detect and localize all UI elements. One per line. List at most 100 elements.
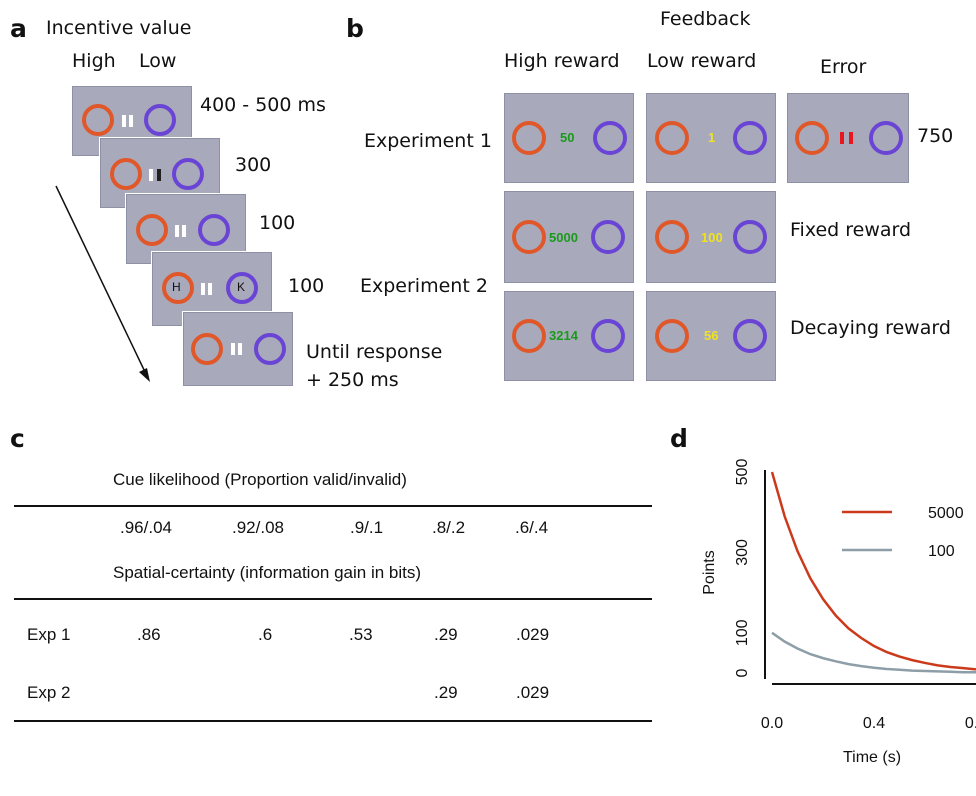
experiment-1-label: Experiment 1 (364, 130, 492, 152)
high-incentive-ring (655, 220, 689, 254)
duration-1: 400 - 500 ms (200, 94, 326, 116)
y-tick-label: 0 (734, 668, 751, 677)
col-low-label: Low (139, 50, 177, 72)
col-high-reward: High reward (504, 50, 620, 72)
table-cell: .29 (434, 683, 458, 702)
fixation-bar-left (231, 343, 235, 355)
low-incentive-ring (733, 319, 767, 353)
error-screen (787, 93, 909, 183)
duration-3: 100 (259, 212, 296, 234)
cue-value: .8/.2 (432, 518, 466, 537)
y-tick-label: 500 (734, 459, 751, 486)
x-tick-label: 0.4 (863, 715, 885, 732)
table-cell: .6 (258, 625, 273, 644)
feedback-title: Feedback (660, 8, 751, 30)
table-cell: .029 (516, 683, 550, 702)
fixation-bar-left (175, 225, 179, 237)
legend-label-5000: 5000 (928, 505, 964, 522)
low-incentive-ring (733, 121, 767, 155)
duration-4: 100 (288, 275, 325, 297)
table-cell: .29 (434, 625, 458, 644)
reward-points: 50 (560, 130, 575, 145)
decay-low-reward-screen: 56 (646, 291, 776, 381)
exp1-low-reward-screen: 1 (646, 93, 776, 183)
y-tick-label: 300 (734, 539, 751, 566)
row-label-exp2: Exp 2 (27, 683, 71, 702)
low-incentive-ring (733, 220, 767, 254)
panel-a-title: Incentive value (46, 17, 192, 39)
panel-a-label: a (10, 14, 27, 43)
x-axis-label: Time (s) (843, 749, 901, 766)
table-cell: .86 (137, 625, 161, 644)
x-tick-label: 0.0 (761, 715, 783, 732)
fixation-bar-left (149, 169, 153, 181)
key-h-label: H (172, 280, 181, 294)
cue-likelihood-header: Cue likelihood (Proportion valid/invalid… (113, 470, 407, 489)
y-tick-label: 100 (734, 619, 751, 646)
y-axis-label: Points (701, 550, 718, 594)
high-incentive-ring (512, 319, 546, 353)
panel-d-label: d (670, 424, 688, 453)
low-incentive-ring (591, 319, 625, 353)
low-incentive-ring (144, 104, 176, 136)
reward-points: 56 (704, 328, 719, 343)
decay-chart: 0 100 300 500 0.0 0.4 0.8 Points Time (s) 5000 100 (701, 459, 976, 766)
high-incentive-ring (795, 121, 829, 155)
reward-points: 5000 (549, 230, 578, 245)
high-incentive-ring (82, 104, 114, 136)
fixation-bar-left (201, 283, 205, 295)
high-incentive-ring (110, 158, 142, 190)
fixed-low-reward-screen: 100 (646, 191, 776, 283)
col-high-label: High (72, 50, 116, 72)
cue-value: .92/.08 (232, 518, 284, 537)
decaying-reward-label: Decaying reward (790, 317, 951, 339)
high-incentive-ring (162, 272, 194, 304)
reward-points: 1 (708, 130, 716, 145)
x-tick-label: 0.8 (965, 715, 976, 732)
panel-c-label: c (10, 424, 25, 453)
panel-b-label: b (346, 14, 364, 43)
reward-points: 3214 (549, 328, 578, 343)
response-screen (183, 312, 293, 386)
exp1-high-reward-screen: 50 (504, 93, 634, 183)
table-rule-mid (14, 598, 652, 600)
error-bar-left (840, 132, 844, 144)
cue-value: .6/.4 (515, 518, 549, 537)
high-incentive-ring (136, 214, 168, 246)
low-incentive-ring (591, 220, 625, 254)
row-label-exp1: Exp 1 (27, 625, 71, 644)
fixation-bar-left (122, 115, 126, 127)
error-duration: 750 (917, 125, 954, 147)
key-k-label: K (237, 280, 246, 294)
fixation-bar-right (129, 115, 133, 127)
series-line-5000 (770, 471, 976, 671)
high-incentive-ring (512, 220, 546, 254)
low-incentive-ring (593, 121, 627, 155)
col-error: Error (820, 56, 867, 78)
cue-bar-right (157, 169, 161, 181)
cue-value: .96/.04 (120, 518, 172, 537)
decay-high-reward-screen: 3214 (504, 291, 634, 381)
duration-2: 300 (235, 154, 272, 176)
low-incentive-ring (226, 272, 258, 304)
cue-screen-2 (100, 138, 220, 208)
legend-label-100: 100 (928, 543, 955, 560)
fixation-bar-right (238, 343, 242, 355)
high-incentive-ring (655, 121, 689, 155)
duration-5b: + 250 ms (306, 369, 399, 391)
table-rule-top (14, 505, 652, 507)
high-incentive-ring (512, 121, 546, 155)
table-rule-bottom (14, 720, 652, 722)
low-incentive-ring (198, 214, 230, 246)
reward-points: 100 (701, 230, 723, 245)
low-incentive-ring (254, 333, 286, 365)
low-incentive-ring (172, 158, 204, 190)
error-bar-right (849, 132, 853, 144)
experiment-2-label: Experiment 2 (360, 275, 488, 297)
low-incentive-ring (869, 121, 903, 155)
duration-5: Until response (306, 341, 443, 363)
high-incentive-ring (655, 319, 689, 353)
col-low-reward: Low reward (647, 50, 757, 72)
table-cell: .029 (516, 625, 550, 644)
table-cell: .53 (349, 625, 373, 644)
